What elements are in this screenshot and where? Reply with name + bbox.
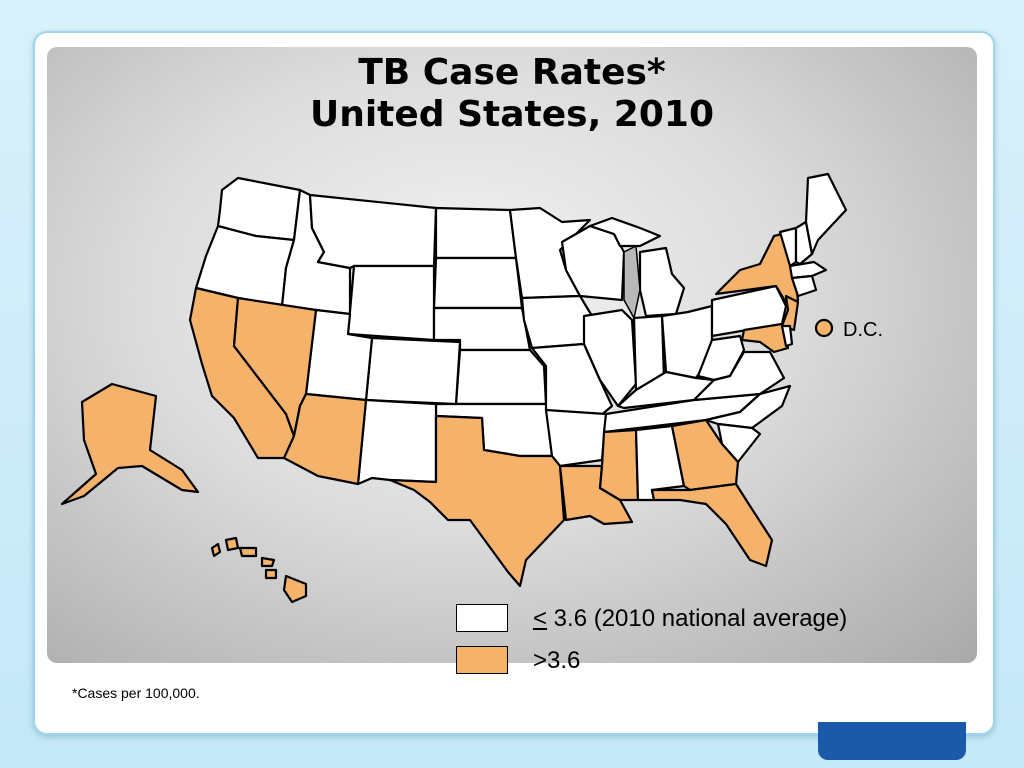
footnote: *Cases per 100,000. [72,685,200,701]
state-new-hampshire[interactable] [794,220,814,266]
state-texas[interactable] [388,414,566,588]
dc-marker[interactable] [814,318,834,338]
state-mississippi[interactable] [598,428,640,502]
state-new-mexico[interactable] [356,398,438,486]
state-kansas[interactable] [454,348,548,406]
state-north-dakota[interactable] [434,206,518,260]
state-colorado[interactable] [364,336,462,406]
state-kentucky[interactable] [616,370,716,410]
agency-logo [818,722,966,760]
dc-label: D.C. [843,319,883,341]
legend-swatch-below [456,604,508,632]
state-florida[interactable] [650,482,774,568]
title-line-1: TB Case Rates* [358,52,666,93]
state-maryland[interactable] [740,322,790,354]
legend-below-text: 3.6 (2010 national average) [547,605,848,632]
state-iowa[interactable] [520,294,594,350]
state-south-dakota[interactable] [432,256,524,310]
legend-label-below: < 3.6 (2010 national average) [533,605,847,633]
state-maine[interactable] [804,172,848,256]
state-michigan-upper[interactable] [588,216,662,248]
state-delaware[interactable] [780,324,794,348]
state-connecticut[interactable] [790,274,818,298]
state-montana[interactable] [308,193,438,270]
state-arizona[interactable] [282,392,368,486]
state-minnesota[interactable] [508,206,592,300]
state-georgia[interactable] [670,418,740,492]
state-massachusetts[interactable] [788,260,828,280]
state-south-carolina[interactable] [716,422,762,464]
state-illinois[interactable] [582,308,638,408]
state-alaska[interactable] [60,382,200,506]
title-line-2: United States, 2010 [309,94,714,135]
legend-swatch-above [456,646,508,674]
state-arkansas[interactable] [544,408,608,468]
state-hawaii[interactable] [210,536,308,604]
lake-michigan [623,244,641,321]
legend-label-above: >3.6 [533,647,581,674]
state-michigan[interactable] [638,246,686,318]
legend-below-symbol: < [533,605,548,632]
map-title: TB Case Rates* United States, 2010 [47,52,977,136]
state-wyoming[interactable] [346,264,436,342]
state-virginia[interactable] [692,350,786,402]
